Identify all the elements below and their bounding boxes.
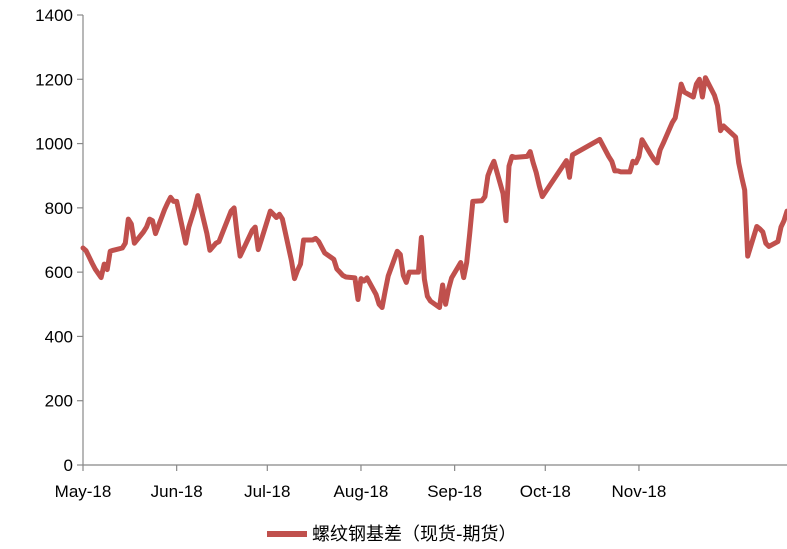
- x-tick-label: Sep-18: [427, 482, 482, 501]
- y-tick-label: 1000: [35, 135, 73, 154]
- legend-label: 螺纹钢基差（现货-期货）: [312, 524, 517, 545]
- y-tick-label: 1200: [35, 70, 73, 89]
- y-tick-label: 1400: [35, 6, 73, 25]
- y-tick-label: 400: [45, 327, 73, 346]
- x-axis: May-18 Jun-18 Jul-18 Aug-18 Sep-18 Oct-18 Nov-…: [55, 464, 787, 501]
- series-line: [80, 75, 787, 310]
- x-tick-label: Jul-18: [244, 482, 290, 501]
- x-tick-label: Aug-18: [334, 482, 389, 501]
- plot-area: [80, 75, 787, 310]
- y-axis: 0 200 400 600 800 1000 1200 1400: [35, 6, 84, 475]
- y-tick-label: 200: [45, 392, 73, 411]
- legend: 螺纹钢基差（现货-期货）: [267, 524, 517, 545]
- y-tick-label: 800: [45, 199, 73, 218]
- x-tick-label: Jun-18: [151, 482, 203, 501]
- y-tick-label: 600: [45, 263, 73, 282]
- x-tick-label: May-18: [55, 482, 112, 501]
- y-tick-label: 0: [64, 456, 73, 475]
- x-axis-ticks: May-18 Jun-18 Jul-18 Aug-18 Sep-18 Oct-18 Nov-…: [55, 465, 667, 501]
- x-tick-label: Nov-18: [612, 482, 667, 501]
- x-tick-label: Oct-18: [520, 482, 571, 501]
- y-axis-ticks: 0 200 400 600 800 1000 1200 1400: [35, 6, 83, 475]
